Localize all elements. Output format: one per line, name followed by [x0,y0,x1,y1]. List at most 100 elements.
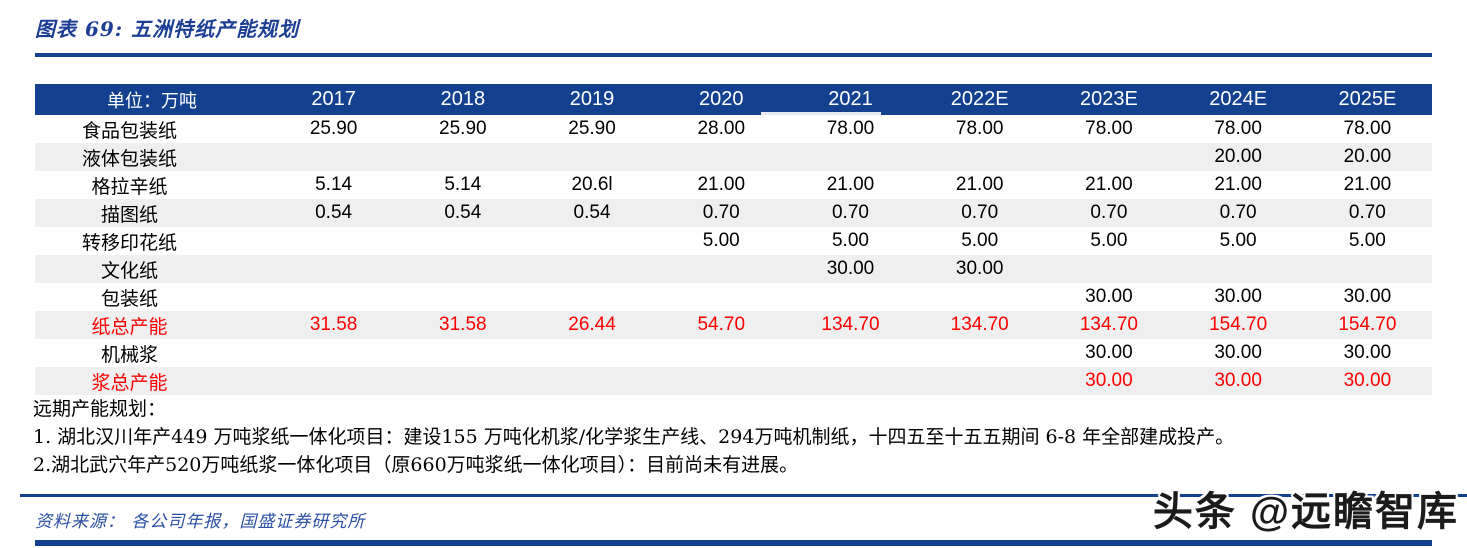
cell-value [398,143,528,171]
cell-value: 0.70 [785,199,916,227]
table-row: 描图纸 0.54 0.54 0.54 0.70 0.70 0.70 0.70 0.70 0.70 [35,199,1432,227]
cell-value: 5.00 [1044,227,1174,255]
cell-value [785,143,916,171]
cell-value: 30.00 [1302,339,1432,367]
cell-value: 0.54 [398,199,528,227]
cell-value [915,283,1045,311]
note-item-2: 2.湖北武穴年产520万吨纸浆一体化项目（原660万吨浆纸一体化项目）：目前尚未… [33,454,799,476]
cell-value [785,367,916,395]
cell-value [527,143,657,171]
cell-value: 20.00 [1173,143,1303,171]
cell-value [269,283,399,311]
cell-value [269,255,399,283]
cell-value [398,339,528,367]
row-label: 液体包装纸 [35,143,269,171]
year-header-2023E: 2023E [1044,84,1174,115]
year-header-2018: 2018 [398,84,528,115]
cell-value: 30.00 [785,255,916,283]
cell-value: 5.00 [1302,227,1432,255]
cell-value [398,227,528,255]
cell-value: 21.00 [915,171,1045,199]
cell-value [656,255,786,283]
cell-value: 30.00 [1044,339,1174,367]
capacity-table: 单位：万吨 2017 2018 2019 2020 2021 2022E 2023E 2024E… [35,84,1432,395]
footer-divider-bottom [35,540,1432,546]
cell-value [915,143,1045,171]
cell-value [527,283,657,311]
cell-value: 30.00 [1044,367,1174,395]
cell-value: 21.00 [656,171,786,199]
cell-value: 21.00 [1044,171,1174,199]
title-divider [35,53,1432,57]
cell-value: 78.00 [785,115,916,143]
cell-value: 78.00 [1302,115,1432,143]
footer-divider-top [20,494,1467,497]
cell-value [656,339,786,367]
cell-value: 134.70 [785,311,916,339]
cell-value [656,143,786,171]
cell-value [656,367,786,395]
row-label: 机械浆 [35,339,269,367]
cell-value: 78.00 [1044,115,1174,143]
row-label: 描图纸 [35,199,269,227]
cell-value: 21.00 [785,171,916,199]
cell-value: 5.00 [915,227,1045,255]
table-row: 浆总产能 30.00 30.00 30.00 [35,367,1432,395]
table-row: 液体包装纸 20.00 20.00 [35,143,1432,171]
cell-value [398,255,528,283]
cell-value: 26.44 [527,311,657,339]
cell-value: 0.70 [915,199,1045,227]
cell-value: 0.70 [1173,199,1303,227]
table-row: 文化纸 30.00 30.00 [35,255,1432,283]
row-label: 包装纸 [35,283,269,311]
cell-value: 5.00 [785,227,916,255]
cell-value: 25.90 [527,115,657,143]
cell-value: 154.70 [1302,311,1432,339]
unit-header: 单位：万吨 [35,84,269,115]
cell-value: 134.70 [915,311,1045,339]
table-row: 食品包装纸 25.90 25.90 25.90 28.00 78.00 78.00 78.00… [35,115,1432,143]
cell-value: 0.70 [1044,199,1174,227]
cell-value: 54.70 [656,311,786,339]
year-header-2022E: 2022E [915,84,1045,115]
cell-value: 30.00 [1302,283,1432,311]
cell-value: 0.54 [269,199,399,227]
cell-value [269,367,399,395]
cell-value [1044,143,1174,171]
row-label: 文化纸 [35,255,269,283]
year-header-2017: 2017 [269,84,399,115]
table-row: 包装纸 30.00 30.00 30.00 [35,283,1432,311]
cell-value: 25.90 [269,115,399,143]
cell-value [527,227,657,255]
table-header-row: 单位：万吨 2017 2018 2019 2020 2021 2022E 2023E 2024E… [35,84,1432,115]
figure-title: 图表 69: 五洲特纸产能规划 [35,17,300,41]
cell-value: 25.90 [398,115,528,143]
table-row: 转移印花纸 5.00 5.00 5.00 5.00 5.00 5.00 [35,227,1432,255]
cell-value [915,367,1045,395]
cell-value: 21.00 [1302,171,1432,199]
cell-value: 31.58 [398,311,528,339]
notes-section: 远期产能规划： 1. 湖北汉川年产449 万吨浆纸一体化项目：建设155 万吨化… [33,396,1433,479]
cell-value: 20.6l [527,171,657,199]
row-label: 食品包装纸 [35,115,269,143]
row-label: 格拉辛纸 [35,171,269,199]
cell-value [527,367,657,395]
cell-value [656,283,786,311]
cell-value [915,339,1045,367]
cell-value: 5.14 [398,171,528,199]
cell-value: 30.00 [1173,367,1303,395]
row-label: 浆总产能 [35,367,269,395]
year-header-2025E: 2025E [1302,84,1432,115]
cell-value: 21.00 [1173,171,1303,199]
cell-value: 28.00 [656,115,786,143]
cell-value: 5.14 [269,171,399,199]
cell-value: 5.00 [656,227,786,255]
year-header-2020: 2020 [656,84,786,115]
cell-value [785,283,916,311]
cell-value [1044,255,1174,283]
cell-value: 20.00 [1302,143,1432,171]
note-item-1: 1. 湖北汉川年产449 万吨浆纸一体化项目：建设155 万吨化机浆/化学浆生产… [33,426,1235,448]
cell-value: 0.54 [527,199,657,227]
cell-value: 30.00 [1302,367,1432,395]
cell-value: 134.70 [1044,311,1174,339]
